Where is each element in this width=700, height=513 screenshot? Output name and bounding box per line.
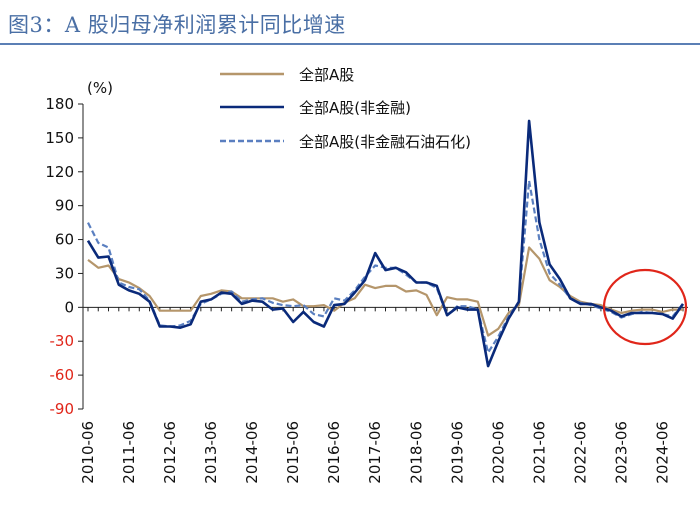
title-bar: 图3：A 股归母净利润累计同比增速 [0, 0, 700, 45]
x-tick-label: 2011-06 [120, 421, 138, 484]
x-tick-label: 2012-06 [161, 421, 179, 484]
y-tick-label: -30 [50, 332, 75, 350]
x-tick-label: 2022-06 [571, 421, 589, 484]
y-tick-label: 90 [55, 197, 74, 215]
x-tick-label: 2016-06 [325, 421, 343, 484]
y-tick-label: -90 [50, 400, 75, 418]
x-tick-label: 2023-06 [612, 421, 630, 484]
x-tick-label: 2010-06 [79, 421, 97, 484]
x-tick-label: 2014-06 [243, 421, 261, 484]
chart-title: 图3：A 股归母净利润累计同比增速 [8, 13, 346, 37]
x-tick-label: 2021-06 [530, 421, 548, 484]
legend-label-0: 全部A股 [299, 66, 354, 84]
x-tick-label: 2024-06 [653, 421, 671, 484]
y-tick-label: 0 [64, 298, 74, 316]
x-tick-label: 2013-06 [202, 421, 220, 484]
x-tick-label: 2015-06 [284, 421, 302, 484]
y-tick-label: 30 [55, 264, 74, 282]
series-line-0 [87, 246, 683, 337]
x-tick-label: 2017-06 [366, 421, 384, 484]
legend-label-1: 全部A股(非金融) [299, 99, 411, 117]
highlight-ellipse [602, 268, 688, 346]
title-divider [0, 43, 700, 45]
x-tick-label: 2020-06 [489, 421, 507, 484]
legend-label-2: 全部A股(非金融石油石化) [299, 133, 471, 151]
y-axis-unit: (%) [87, 79, 113, 97]
x-tick-label: 2018-06 [407, 421, 425, 484]
y-tick-label: 150 [45, 129, 74, 147]
series-line-1 [86, 119, 685, 368]
y-tick-label: 180 [45, 95, 74, 113]
x-tick-label: 2019-06 [448, 421, 466, 484]
y-tick-label: 120 [45, 163, 74, 181]
y-tick-label: -60 [50, 366, 75, 384]
y-tick-label: 60 [55, 231, 74, 249]
